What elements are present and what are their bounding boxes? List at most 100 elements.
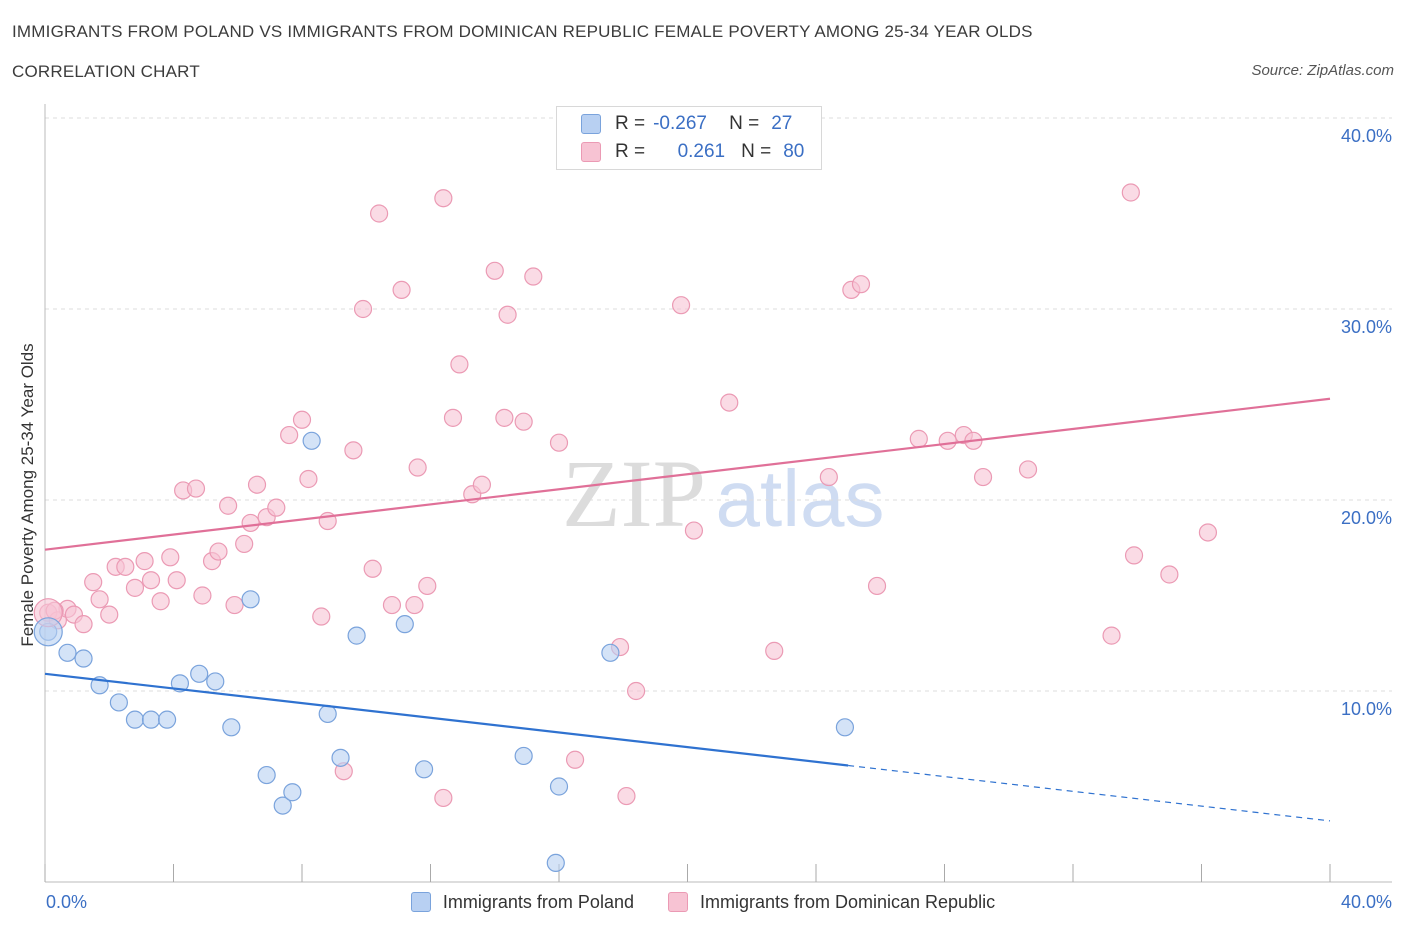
y-tick-label: 30.0% <box>1341 317 1392 337</box>
point-dominican <box>684 521 704 540</box>
point-dominican <box>938 431 957 450</box>
trendline-poland-extension <box>848 764 1331 822</box>
point-dominican <box>235 534 254 554</box>
point-poland <box>347 626 366 645</box>
series-swatch-poland <box>410 892 431 912</box>
point-dominican <box>363 559 382 578</box>
legend-r-value-dominican: 0.261 <box>677 141 726 162</box>
series-label-dominican: Immigrants from Dominican Republic <box>699 891 996 912</box>
point-dominican <box>392 280 411 299</box>
point-dominican <box>267 498 286 517</box>
point-dominican <box>909 429 928 448</box>
point-dominican <box>90 590 109 609</box>
point-poland <box>514 746 533 766</box>
point-dominican <box>472 475 491 494</box>
point-dominican <box>193 586 212 605</box>
point-poland <box>157 710 177 729</box>
legend-r-label: R = <box>615 113 646 134</box>
point-dominican <box>116 557 135 576</box>
series-swatch-dominican <box>667 892 688 912</box>
point-dominican <box>405 595 424 615</box>
legend-swatch-dominican <box>581 142 601 162</box>
point-dominican <box>280 425 299 445</box>
point-poland <box>549 777 569 796</box>
series-legend: Immigrants from Poland Immigrants from D… <box>0 890 1406 914</box>
point-poland <box>395 615 414 634</box>
point-dominican <box>74 615 93 634</box>
point-poland <box>835 718 855 737</box>
legend-swatch-poland <box>581 114 601 134</box>
series-legend-dominican: Immigrants from Dominican Republic <box>667 890 996 914</box>
watermark-zip: ZIP <box>562 440 706 547</box>
point-dominican <box>720 393 739 412</box>
point-poland <box>206 672 225 691</box>
legend-n-label: N = <box>741 141 772 162</box>
point-poland <box>546 853 565 873</box>
source-note: Source: ZipAtlas.com <box>1251 62 1394 79</box>
point-dominican <box>299 469 318 489</box>
point-dominican <box>1102 626 1121 645</box>
point-dominican <box>495 408 514 427</box>
point-dominican <box>219 496 238 515</box>
point-dominican <box>450 355 469 374</box>
point-dominican <box>141 571 161 590</box>
point-dominican <box>867 576 887 596</box>
point-poland-large <box>33 617 63 647</box>
point-poland <box>601 643 620 662</box>
point-dominican <box>434 788 453 808</box>
point-poland <box>241 590 260 609</box>
point-dominican <box>241 513 260 533</box>
point-dominican <box>485 261 504 280</box>
point-dominican <box>225 595 244 615</box>
chart-title: IMMIGRANTS FROM POLAND VS IMMIGRANTS FRO… <box>12 22 1033 41</box>
point-dominican <box>1160 565 1179 584</box>
point-dominican <box>851 275 871 294</box>
watermark-atlas: atlas <box>716 454 885 543</box>
legend-n-label: N = <box>729 113 760 134</box>
point-dominican <box>973 467 993 487</box>
point-dominican <box>443 408 463 427</box>
point-dominican <box>514 412 533 431</box>
point-poland <box>414 760 434 779</box>
point-dominican <box>671 296 691 315</box>
point-dominican <box>408 458 427 477</box>
stats-legend: R = -0.267 N = 27 R = 0.261 N = 80 <box>556 106 822 170</box>
point-poland <box>257 765 276 785</box>
point-dominican <box>549 433 569 452</box>
point-dominican <box>370 204 389 223</box>
y-tick-label: 40.0% <box>1341 126 1392 146</box>
point-poland <box>125 710 145 729</box>
point-dominican <box>125 578 145 597</box>
point-dominican <box>434 189 453 208</box>
legend-row-poland: R = -0.267 N = 27 <box>581 112 792 136</box>
point-dominican <box>344 441 363 460</box>
point-dominican <box>186 479 206 498</box>
point-dominican <box>100 605 119 624</box>
point-dominican <box>84 573 103 592</box>
point-dominican <box>819 467 838 487</box>
point-dominican <box>292 410 312 429</box>
point-dominican <box>418 576 437 596</box>
point-poland <box>170 674 190 693</box>
point-dominican <box>151 592 170 611</box>
point-dominican <box>565 750 585 769</box>
point-dominican <box>161 548 180 567</box>
legend-r-value-poland: -0.267 <box>653 113 707 134</box>
y-tick-label: 10.0% <box>1341 699 1392 719</box>
point-dominican <box>626 681 646 701</box>
point-poland <box>222 718 241 737</box>
chart-subtitle: CORRELATION CHART <box>12 62 200 81</box>
x-tick-label-max: 40.0% <box>1341 892 1392 912</box>
legend-n-value-dominican: 80 <box>783 141 805 162</box>
point-dominican <box>167 571 186 590</box>
point-poland <box>283 783 302 802</box>
legend-row-dominican: R = 0.261 N = 80 <box>581 140 804 164</box>
point-poland <box>141 710 161 729</box>
point-poland <box>273 796 292 815</box>
point-dominican <box>617 786 636 806</box>
point-poland <box>190 664 209 683</box>
legend-n-value-poland: 27 <box>771 113 793 134</box>
point-dominican <box>765 641 784 660</box>
point-dominican <box>247 475 267 494</box>
